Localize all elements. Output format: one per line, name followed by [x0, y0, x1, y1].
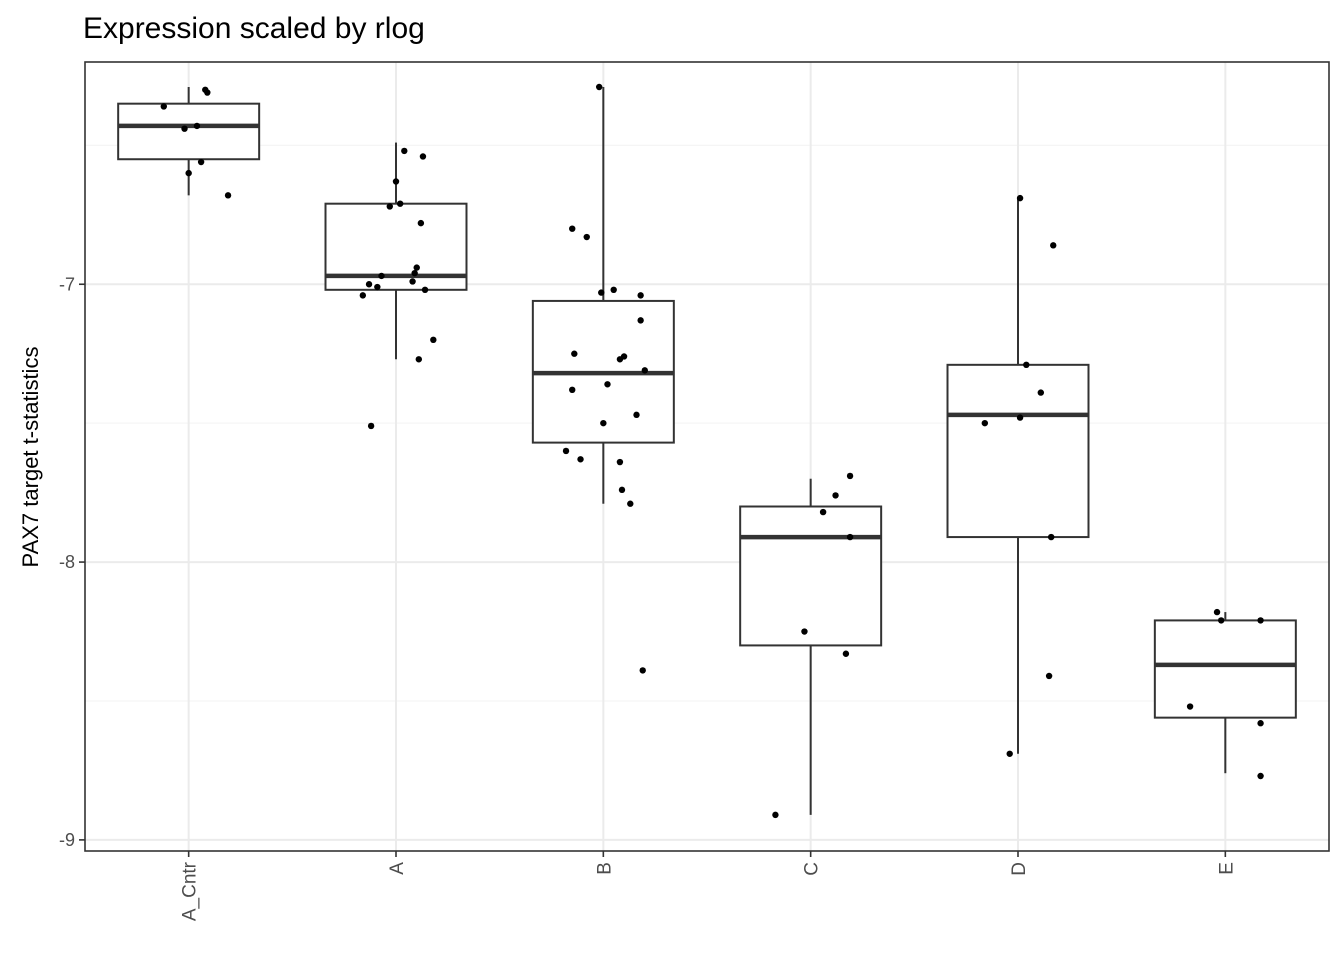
y-tick-label: -8: [59, 552, 75, 572]
data-point: [569, 386, 576, 394]
data-point: [1257, 772, 1264, 780]
data-point: [562, 447, 570, 455]
data-point: [604, 381, 611, 388]
data-point: [413, 264, 420, 271]
data-point: [610, 286, 617, 294]
data-point: [1006, 750, 1013, 757]
data-point: [386, 203, 393, 210]
data-point: [583, 233, 590, 241]
data-point: [419, 153, 427, 160]
data-point: [627, 500, 634, 507]
box-iqr: [1153, 619, 1297, 719]
data-point: [396, 200, 404, 207]
x-tick-label: E: [1216, 862, 1237, 875]
y-tick-label: -9: [59, 830, 75, 850]
box-A_Cntr: [117, 87, 261, 196]
data-point: [409, 278, 416, 285]
data-point: [392, 178, 400, 185]
data-point: [421, 286, 429, 294]
data-point: [569, 225, 576, 232]
data-point: [411, 269, 418, 277]
x-tick-label: C: [802, 862, 823, 876]
data-point: [378, 272, 385, 280]
data-point: [620, 353, 628, 360]
data-point: [819, 508, 827, 516]
data-point: [832, 492, 839, 499]
data-point: [1186, 703, 1194, 710]
data-point: [1050, 242, 1057, 249]
data-point: [801, 628, 808, 635]
plot-panel-background: [85, 62, 1329, 851]
box-iqr: [946, 363, 1090, 539]
box-iqr: [739, 505, 883, 647]
data-point: [1257, 617, 1264, 624]
data-point: [846, 533, 854, 541]
data-point: [1023, 361, 1030, 369]
data-point: [1047, 533, 1055, 541]
data-point: [637, 292, 644, 299]
boxes-layer: [117, 87, 1297, 815]
data-point: [185, 169, 192, 177]
data-point: [618, 486, 626, 494]
data-point: [415, 356, 423, 363]
data-point: [430, 336, 437, 344]
y-axis: -9 -8 -7: [59, 274, 85, 850]
data-point: [637, 317, 644, 324]
data-point: [1016, 194, 1024, 202]
data-point: [197, 158, 205, 166]
data-point: [595, 83, 603, 91]
x-tick-label: A_Cntr: [180, 861, 201, 921]
data-point: [616, 458, 624, 466]
box-B: [531, 87, 675, 504]
box-C: [739, 478, 883, 815]
box-E: [1153, 612, 1297, 774]
data-point: [160, 103, 167, 110]
data-point: [1217, 617, 1225, 624]
data-point: [641, 367, 648, 374]
data-point: [193, 122, 201, 130]
x-tick-label: D: [1009, 862, 1030, 876]
data-point: [1213, 608, 1221, 616]
data-point: [365, 281, 373, 288]
data-point: [571, 350, 578, 357]
data-point: [224, 192, 232, 199]
chart-title: Expression scaled by rlog: [83, 12, 425, 45]
box-D: [946, 198, 1090, 754]
data-point: [1257, 720, 1264, 727]
x-axis: A_Cntr A B C D E: [180, 851, 1237, 921]
y-tick-label: -7: [59, 274, 75, 294]
data-point: [772, 811, 779, 819]
data-point: [842, 650, 850, 657]
data-point: [204, 89, 211, 96]
data-point: [1045, 672, 1053, 680]
data-point: [639, 667, 646, 674]
box-iqr: [117, 102, 261, 161]
data-point: [359, 292, 367, 299]
data-point: [367, 422, 375, 430]
data-point: [181, 125, 188, 132]
points-layer: [160, 83, 1264, 819]
plot-panel-border: [84, 61, 1330, 852]
data-point: [1016, 414, 1024, 421]
x-tick-label: B: [594, 862, 615, 875]
data-point: [598, 289, 605, 296]
data-point: [1037, 389, 1045, 396]
box-A: [324, 142, 468, 360]
data-point: [417, 219, 425, 227]
y-axis-title: PAX7 target t-statistics: [18, 347, 43, 568]
data-point: [633, 411, 640, 419]
data-point: [401, 147, 408, 155]
data-point: [577, 456, 584, 463]
data-point: [374, 283, 381, 291]
x-tick-label: A: [387, 862, 408, 875]
data-point: [846, 472, 854, 480]
data-point: [981, 419, 989, 427]
data-point: [600, 419, 607, 427]
